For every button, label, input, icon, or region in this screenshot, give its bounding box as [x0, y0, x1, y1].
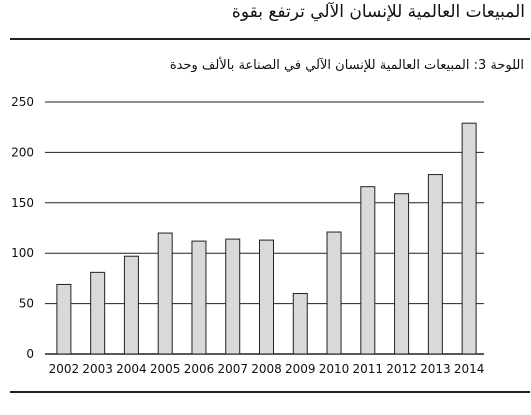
bars: [56, 122, 477, 355]
chart-title: اللوحة 3: المبيعات العالمية للإنسان الآل…: [169, 58, 524, 73]
bar: [157, 232, 173, 355]
bar: [427, 174, 443, 355]
y-tick-label: 150: [11, 196, 34, 210]
bar: [191, 240, 207, 355]
bar: [292, 293, 308, 355]
y-axis-ticks: 0 50 100 150 200 250: [11, 95, 34, 361]
x-tick-label: 2004: [116, 362, 147, 376]
x-tick-label: 2011: [353, 362, 384, 376]
x-tick-label: 2010: [319, 362, 350, 376]
y-tick-label: 250: [11, 95, 34, 109]
bar: [90, 271, 106, 355]
x-tick-label: 2005: [150, 362, 181, 376]
x-tick-label: 2009: [285, 362, 316, 376]
y-tick-label: 0: [26, 347, 34, 361]
x-tick-label: 2008: [251, 362, 282, 376]
bottom-divider: [10, 391, 530, 393]
bar: [225, 238, 241, 355]
x-axis-ticks: 2002 2003 2004 2005 2006 2007 2008 2009 2010 2011…: [49, 362, 485, 376]
page-title: المبيعات العالمية للإنسان الآلي ترتفع بق…: [231, 2, 525, 22]
bar: [326, 231, 342, 355]
y-tick-label: 200: [11, 145, 34, 159]
bar: [360, 186, 376, 355]
x-tick-label: 2002: [49, 362, 80, 376]
x-tick-label: 2006: [184, 362, 215, 376]
x-tick-label: 2014: [454, 362, 485, 376]
bar: [56, 283, 72, 355]
y-tick-label: 50: [19, 297, 34, 311]
bar: [394, 193, 410, 355]
y-tick-label: 100: [11, 246, 34, 260]
bar: [461, 122, 477, 355]
bar: [259, 239, 274, 355]
bar: [123, 255, 139, 355]
x-tick-label: 2007: [217, 362, 248, 376]
x-tick-label: 2012: [386, 362, 417, 376]
x-tick-label: 2013: [420, 362, 451, 376]
x-tick-label: 2003: [82, 362, 113, 376]
top-divider: [10, 38, 530, 40]
